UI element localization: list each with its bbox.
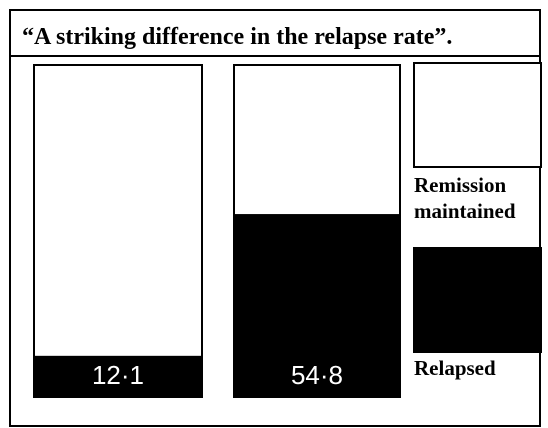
legend-label: Remission maintained — [414, 173, 516, 223]
bar-segment — [233, 64, 401, 217]
chart-title: “A striking difference in the relapse ra… — [22, 24, 452, 50]
legend-label: Relapsed — [414, 356, 496, 380]
value-label: 12·1 — [92, 360, 144, 390]
bar-segment — [33, 64, 203, 358]
bar-segment — [233, 214, 401, 398]
frame — [9, 9, 541, 427]
value-label: 54·8 — [291, 360, 343, 390]
legend-swatch — [413, 62, 542, 168]
bar-segment — [33, 355, 203, 399]
legend-swatch — [413, 247, 542, 353]
